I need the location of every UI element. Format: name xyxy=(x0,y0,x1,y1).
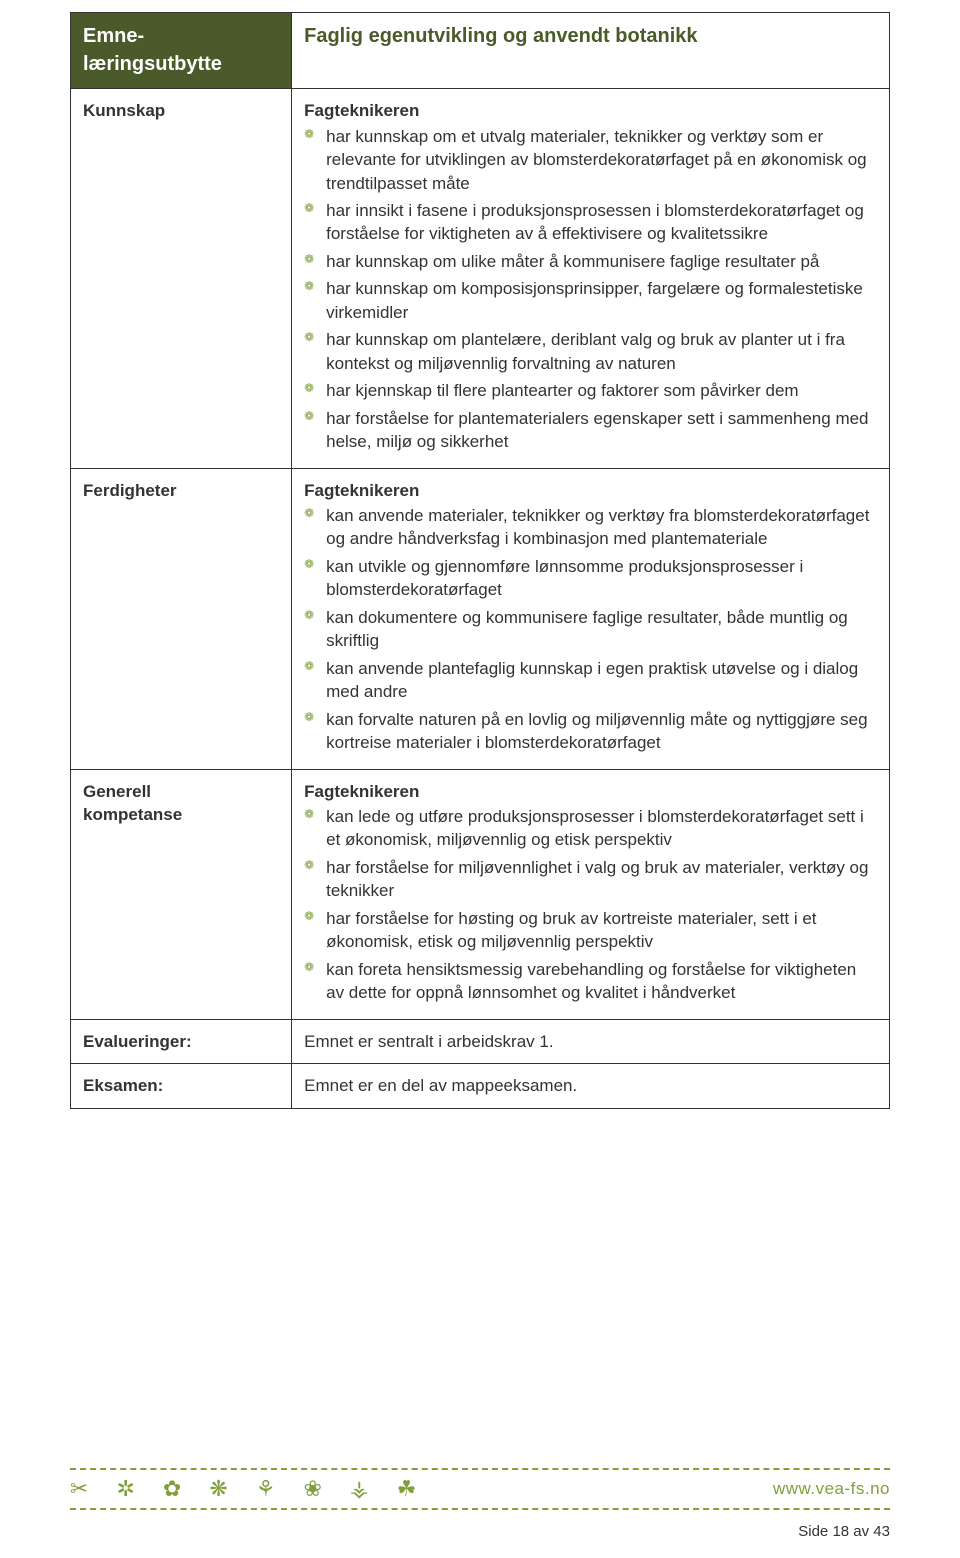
ferdigheter-head: Fagteknikeren xyxy=(304,479,877,502)
header-right: Faglig egenutvikling og anvendt botanikk xyxy=(292,13,890,89)
page-footer: ✂ ✲ ✿ ❋ ⚘ ❀ ⚶ ☘ www.vea-fs.no xyxy=(70,1468,890,1510)
list-item: har forståelse for plantematerialers ege… xyxy=(326,407,877,454)
footer-icon: ✲ xyxy=(116,1476,134,1502)
footer-url: www.vea-fs.no xyxy=(773,1479,890,1499)
footer-icon-row: ✂ ✲ ✿ ❋ ⚘ ❀ ⚶ ☘ xyxy=(70,1476,416,1502)
page-number: Side 18 av 43 xyxy=(798,1523,890,1540)
list-item: har innsikt i fasene i produksjonsproses… xyxy=(326,199,877,246)
list-item: har kunnskap om komposisjonsprinsipper, … xyxy=(326,277,877,324)
generell-label-line2: kompetanse xyxy=(83,805,182,824)
list-item: kan foreta hensiktsmessig varebehandling… xyxy=(326,958,877,1005)
list-item: har kunnskap om plantelære, deriblant va… xyxy=(326,328,877,375)
list-item: kan dokumentere og kommunisere faglige r… xyxy=(326,606,877,653)
eksamen-label: Eksamen: xyxy=(71,1064,292,1108)
ferdigheter-row: Ferdigheter Fagteknikeren kan anvende ma… xyxy=(71,468,890,769)
eksamen-row: Eksamen: Emnet er en del av mappeeksamen… xyxy=(71,1064,890,1108)
kunnskap-list: har kunnskap om et utvalg materialer, te… xyxy=(304,125,877,454)
list-item: har forståelse for miljøvennlighet i val… xyxy=(326,856,877,903)
list-item: har kjennskap til flere plantearter og f… xyxy=(326,379,877,402)
eksamen-text: Emnet er en del av mappeeksamen. xyxy=(292,1064,890,1108)
kunnskap-content: Fagteknikeren har kunnskap om et utvalg … xyxy=(292,89,890,468)
list-item: har kunnskap om et utvalg materialer, te… xyxy=(326,125,877,195)
header-left-line1: Emne- xyxy=(83,25,144,47)
list-item: kan anvende materialer, teknikker og ver… xyxy=(326,504,877,551)
list-item: kan lede og utføre produksjonsprosesser … xyxy=(326,805,877,852)
ferdigheter-list: kan anvende materialer, teknikker og ver… xyxy=(304,504,877,755)
footer-icon: ✂ xyxy=(70,1476,88,1502)
header-row: Emne- læringsutbytte Faglig egenutviklin… xyxy=(71,13,890,89)
learning-outcomes-table: Emne- læringsutbytte Faglig egenutviklin… xyxy=(70,12,890,1109)
generell-row: Generell kompetanse Fagteknikeren kan le… xyxy=(71,769,890,1019)
generell-content: Fagteknikeren kan lede og utføre produks… xyxy=(292,769,890,1019)
ferdigheter-content: Fagteknikeren kan anvende materialer, te… xyxy=(292,468,890,769)
footer-icon: ⚶ xyxy=(350,1476,369,1502)
evalueringer-label: Evalueringer: xyxy=(71,1019,292,1063)
generell-label: Generell kompetanse xyxy=(71,769,292,1019)
generell-label-line1: Generell xyxy=(83,782,151,801)
ferdigheter-label: Ferdigheter xyxy=(71,468,292,769)
kunnskap-row: Kunnskap Fagteknikeren har kunnskap om e… xyxy=(71,89,890,468)
list-item: har forståelse for høsting og bruk av ko… xyxy=(326,907,877,954)
list-item: kan anvende plantefaglig kunnskap i egen… xyxy=(326,657,877,704)
generell-list: kan lede og utføre produksjonsprosesser … xyxy=(304,805,877,1005)
footer-icon: ❋ xyxy=(209,1476,227,1502)
header-left-line2: læringsutbytte xyxy=(83,53,222,75)
header-left: Emne- læringsutbytte xyxy=(71,13,292,89)
footer-icon: ⚘ xyxy=(256,1476,276,1502)
footer-icon: ❀ xyxy=(303,1476,321,1502)
generell-head: Fagteknikeren xyxy=(304,780,877,803)
kunnskap-label: Kunnskap xyxy=(71,89,292,468)
list-item: kan forvalte naturen på en lovlig og mil… xyxy=(326,708,877,755)
footer-icon: ✿ xyxy=(163,1476,181,1502)
kunnskap-head: Fagteknikeren xyxy=(304,99,877,122)
evalueringer-row: Evalueringer: Emnet er sentralt i arbeid… xyxy=(71,1019,890,1063)
list-item: har kunnskap om ulike måter å kommuniser… xyxy=(326,250,877,273)
list-item: kan utvikle og gjennomføre lønnsomme pro… xyxy=(326,555,877,602)
footer-icon: ☘ xyxy=(397,1476,417,1502)
evalueringer-text: Emnet er sentralt i arbeidskrav 1. xyxy=(292,1019,890,1063)
